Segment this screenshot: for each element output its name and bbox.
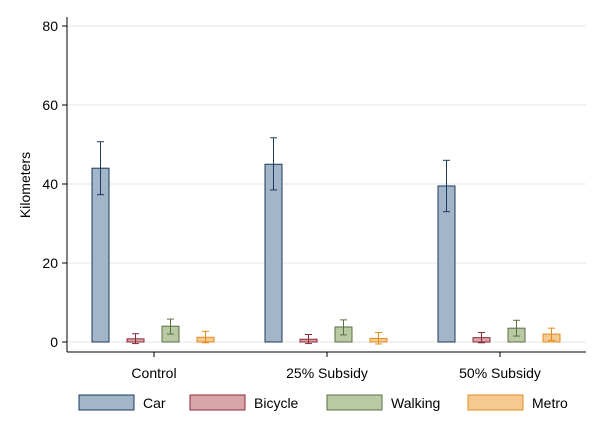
error-bar-car-2	[443, 159, 450, 213]
error-bar-metro-1	[375, 332, 382, 345]
legend: Car Bicycle Walking Metro	[78, 394, 568, 411]
x-tick-label: 50% Subsidy	[459, 365, 541, 381]
legend-item-bicycle: Bicycle	[189, 394, 299, 411]
error-bar-bicycle-1	[305, 333, 312, 345]
error-bar-bicycle-0	[132, 333, 139, 345]
gridlines	[67, 25, 586, 343]
legend-label: Metro	[532, 395, 568, 411]
error-bar-walking-1	[340, 319, 347, 336]
legend-swatch	[78, 394, 135, 411]
y-axis-title: Kilometers	[17, 152, 33, 218]
error-bars	[97, 137, 555, 345]
legend-label: Bicycle	[254, 395, 299, 411]
bar-car-1	[264, 163, 283, 343]
legend-swatch	[326, 394, 383, 411]
legend-item-car: Car	[78, 394, 166, 411]
y-ticks: 0 20 40 60 80	[42, 18, 67, 350]
error-bar-car-1	[270, 137, 277, 191]
legend-label: Car	[143, 395, 166, 411]
bars	[91, 163, 561, 343]
error-bar-walking-2	[513, 319, 520, 337]
legend-label: Walking	[391, 395, 440, 411]
error-bar-bicycle-2	[478, 332, 485, 344]
x-ticks: Control 25% Subsidy 50% Subsidy	[131, 352, 541, 381]
y-tick-label: 0	[50, 334, 58, 350]
error-bar-metro-2	[548, 327, 555, 341]
y-tick-label: 80	[42, 18, 58, 34]
error-bar-car-0	[97, 141, 104, 196]
error-bar-walking-0	[167, 318, 174, 335]
legend-swatch	[189, 394, 246, 411]
legend-item-walking: Walking	[326, 394, 440, 411]
x-tick-label: Control	[131, 365, 176, 381]
y-tick-label: 40	[42, 176, 58, 192]
error-bar-metro-0	[202, 330, 209, 344]
y-tick-label: 20	[42, 255, 58, 271]
legend-item-metro: Metro	[467, 394, 568, 411]
y-tick-label: 60	[42, 97, 58, 113]
x-tick-label: 25% Subsidy	[286, 365, 368, 381]
legend-swatch	[467, 394, 524, 411]
